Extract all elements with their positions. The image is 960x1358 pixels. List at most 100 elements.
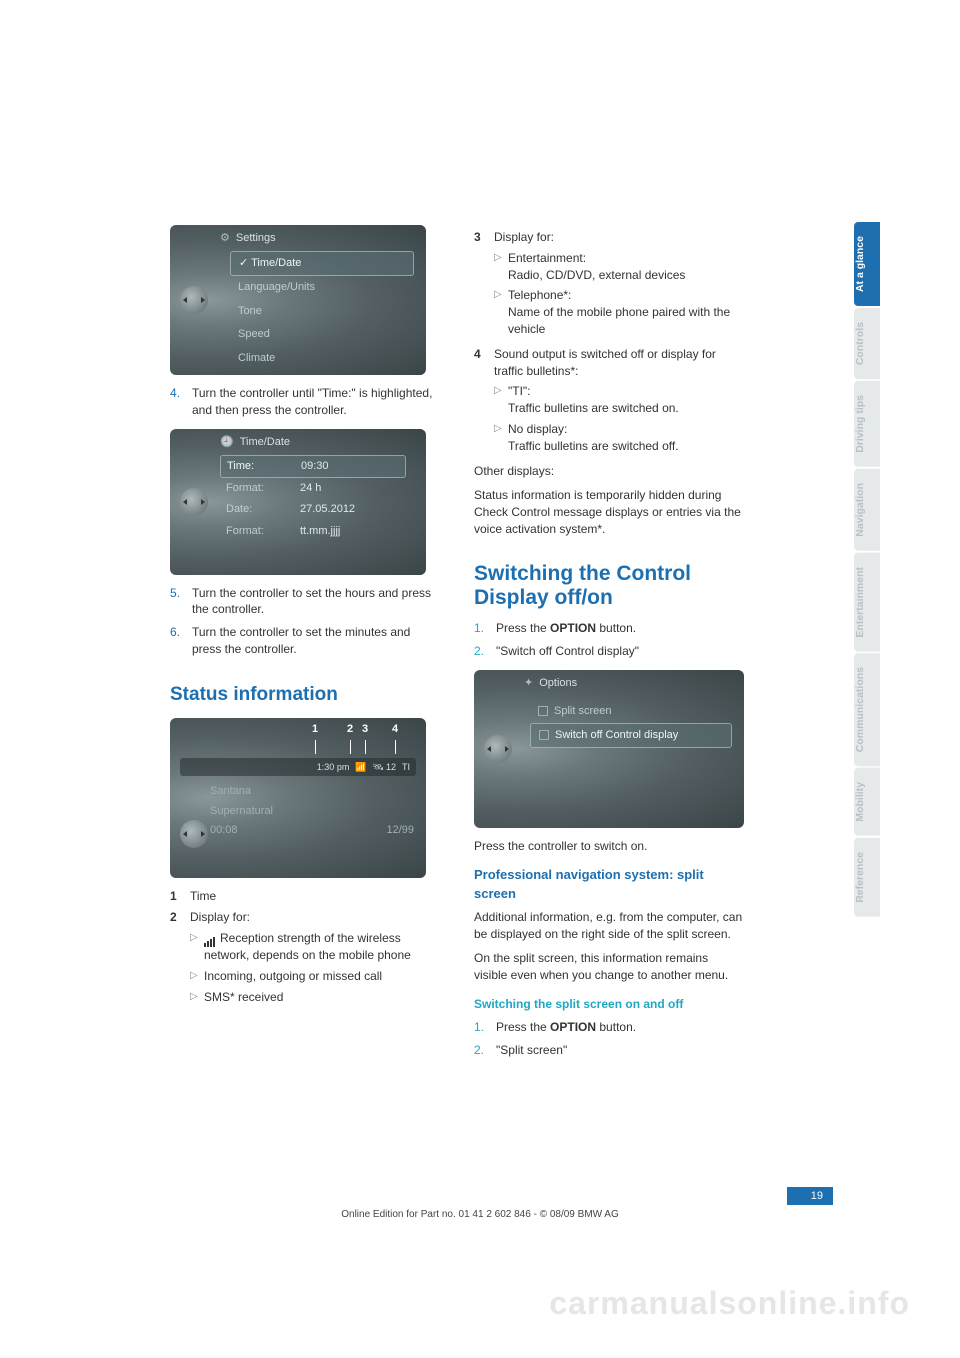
time-date-row: Format:tt.mm.jjjj <box>220 521 406 542</box>
status-ti: TI <box>402 761 410 774</box>
def-1-num: 1 <box>170 888 190 905</box>
settings-menu-item: Speed <box>230 323 414 346</box>
status-screenshot: 1234 1:30 pm 📶 🛰12 TI Santana Supernatur… <box>170 718 426 878</box>
def-2-item: ▷SMS* received <box>190 989 440 1006</box>
def-4: 4 Sound output is switched off or displa… <box>474 346 744 380</box>
status-count: 12/99 <box>386 823 414 838</box>
step-6-number: 6. <box>170 624 192 641</box>
status-markers: 1234 <box>170 722 426 756</box>
def-3-num: 3 <box>474 229 494 246</box>
settings-menu-item: Language/Units <box>230 276 414 299</box>
status-definitions: 1 Time 2 Display for: ▷Reception strengt… <box>170 888 440 1005</box>
status-marker: 3 <box>362 722 368 753</box>
def-3: 3 Display for: <box>474 229 744 246</box>
step-5-number: 5. <box>170 585 192 602</box>
status-marker: 1 <box>312 722 318 753</box>
side-tab[interactable]: Entertainment <box>854 553 880 652</box>
time-date-row: Date:27.05.2012 <box>220 499 406 520</box>
footer-line: Online Edition for Part no. 01 41 2 602 … <box>0 1209 960 1220</box>
side-tab[interactable]: Reference <box>854 838 880 917</box>
def-2-sublist: ▷Reception strength of the wireless netw… <box>190 930 440 1006</box>
def-4-sublist: ▷"TI":Traffic bulletins are switched on.… <box>494 383 744 454</box>
def-2: 2 Display for: <box>170 909 440 926</box>
sw-step-1: 1. Press the OPTION button. <box>474 620 744 637</box>
step-5: 5. Turn the controller to set the hours … <box>170 585 440 619</box>
status-sat: 12 <box>386 761 396 774</box>
step-4-number: 4. <box>170 385 192 402</box>
sat-icon: 🛰 <box>373 761 384 774</box>
switching-steps: 1. Press the OPTION button. 2. "Switch o… <box>474 620 744 660</box>
def-1: 1 Time <box>170 888 440 905</box>
side-tabs: At a glanceControlsDriving tipsNavigatio… <box>854 222 880 917</box>
options-item: Split screen <box>530 700 732 723</box>
def-2-item: ▷Incoming, outgoing or missed call <box>190 968 440 985</box>
sp-step-2-number: 2. <box>474 1042 496 1059</box>
switching-heading: Switching the Control Display off/on <box>474 562 744 610</box>
prof-nav-p1: Additional information, e.g. from the co… <box>474 909 744 943</box>
split-screen-heading: Switching the split screen on and off <box>474 996 744 1013</box>
settings-screenshot: ⚙ Settings Time/DateLanguage/UnitsToneSpe… <box>170 225 426 375</box>
def-1-text: Time <box>190 888 440 905</box>
sp-step-2: 2. "Split screen" <box>474 1042 744 1059</box>
status-elapsed: 00:08 <box>210 823 238 838</box>
step-4-text: Turn the controller until "Time:" is hig… <box>192 385 440 419</box>
idrive-knob-icon <box>180 820 208 848</box>
settings-menu-item: Climate <box>230 347 414 370</box>
def-2-text: Display for: <box>190 909 440 926</box>
sw-step-2-text: "Switch off Control display" <box>496 643 744 660</box>
sp-step-1-text: Press the OPTION button. <box>496 1019 744 1036</box>
def-2-item: ▷Reception strength of the wireless netw… <box>190 930 440 964</box>
side-tab[interactable]: At a glance <box>854 222 880 306</box>
time-date-row: Time:09:30 <box>220 455 406 478</box>
page: At a glanceControlsDriving tipsNavigatio… <box>0 0 960 1358</box>
sp-step-2-text: "Split screen" <box>496 1042 744 1059</box>
step-4: 4. Turn the controller until "Time:" is … <box>170 385 440 419</box>
sp-step-1-number: 1. <box>474 1019 496 1036</box>
steps-5-6: 5. Turn the controller to set the hours … <box>170 585 440 658</box>
page-number-box: 19 <box>787 1186 833 1205</box>
def-4-num: 4 <box>474 346 494 380</box>
steps-4: 4. Turn the controller until "Time:" is … <box>170 385 440 419</box>
status-track: Supernatural <box>210 804 273 819</box>
sp-step-1: 1. Press the OPTION button. <box>474 1019 744 1036</box>
settings-menu-item: Lighting <box>230 370 414 375</box>
time-date-title-text: Time/Date <box>240 436 290 448</box>
def-4-item: ▷No display:Traffic bulletins are switch… <box>494 421 744 455</box>
sw-step-2: 2. "Switch off Control display" <box>474 643 744 660</box>
right-column: 3 Display for: ▷Entertainment:Radio, CD/… <box>474 225 744 1068</box>
def-2-num: 2 <box>170 909 190 926</box>
options-item: Switch off Control display <box>530 723 732 748</box>
settings-menu-list: Time/DateLanguage/UnitsToneSpeedClimateL… <box>230 251 414 375</box>
time-date-screenshot: 🕘Time/Date Time:09:30Format:24 hDate:27.… <box>170 429 426 575</box>
signal-icon: 📶 <box>355 761 366 774</box>
idrive-knob-icon <box>180 286 208 314</box>
status-artist: Santana <box>210 784 251 799</box>
side-tab[interactable]: Driving tips <box>854 381 880 467</box>
watermark: carmanualsonline.info <box>549 1285 910 1322</box>
settings-menu-item: Tone <box>230 300 414 323</box>
idrive-knob-icon <box>180 488 208 516</box>
gear-icon: ⚙ <box>220 231 230 246</box>
time-date-title: 🕘 Time/Date <box>220 435 290 450</box>
clock-icon: 🕘 <box>220 435 234 450</box>
split-steps: 1. Press the OPTION button. 2. "Split sc… <box>474 1019 744 1059</box>
idrive-knob-icon <box>484 735 512 763</box>
status-body: Santana Supernatural 00:08 12/99 <box>210 782 414 840</box>
prof-nav-heading: Professional navigation system: split sc… <box>474 866 744 902</box>
options-screenshot: ✦Options Split screenSwitch off Control … <box>474 670 744 828</box>
options-title: ✦Options <box>524 676 577 691</box>
options-icon: ✦ <box>524 676 533 691</box>
sw-step-2-number: 2. <box>474 643 496 660</box>
signal-strength-icon <box>204 930 216 947</box>
side-tab[interactable]: Mobility <box>854 768 880 836</box>
side-tab[interactable]: Communications <box>854 653 880 766</box>
settings-title-text: Settings <box>236 232 276 244</box>
side-tab[interactable]: Navigation <box>854 469 880 551</box>
columns: ⚙Settings Time/DateLanguage/UnitsToneSpe… <box>170 225 850 1068</box>
press-on-text: Press the controller to switch on. <box>474 838 744 855</box>
other-displays-heading: Other displays: <box>474 463 744 480</box>
def-4-text: Sound output is switched off or display … <box>494 346 744 380</box>
side-tab[interactable]: Controls <box>854 308 880 379</box>
status-definitions-right: 3 Display for: ▷Entertainment:Radio, CD/… <box>474 229 744 455</box>
step-6-text: Turn the controller to set the minutes a… <box>192 624 440 658</box>
